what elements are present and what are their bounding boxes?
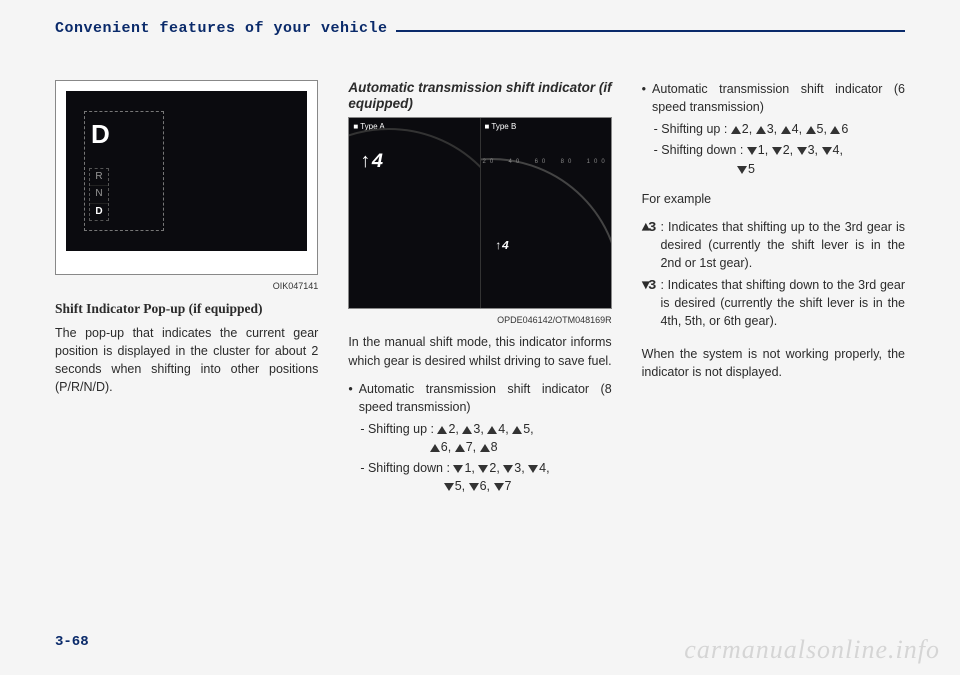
figure-caption: OPDE046142/OTM048169R	[348, 314, 611, 327]
bullet-text: Automatic transmission shift indicator (…	[359, 380, 612, 416]
type-b-label: ■ Type B	[485, 121, 517, 133]
triangle-down-icon	[444, 483, 454, 491]
triangle-down-icon	[528, 465, 538, 473]
bullet-6speed: • Automatic transmission shift indicator…	[642, 80, 905, 116]
triangle-down-icon	[453, 465, 463, 473]
triangle-up-icon	[781, 126, 791, 134]
figure-auto-shift: ■ Type A ↑4 ■ Type B 20 40 60 80 100	[348, 117, 611, 309]
shifting-down-8: - Shifting down : 1, 2, 3, 4, 5, 6, 7	[348, 459, 611, 495]
triangle-down-icon	[772, 147, 782, 155]
triangle-up-icon	[430, 444, 440, 452]
example-text: : Indicates that shifting down to the 3r…	[660, 276, 905, 330]
triangle-up-icon	[512, 426, 522, 434]
example-down: ▼3 : Indicates that shifting down to the…	[642, 276, 905, 330]
page-number: 3-68	[55, 634, 89, 650]
paragraph: The pop-up that indicates the current ge…	[55, 324, 318, 397]
prnd-item: D	[90, 204, 108, 221]
figure-split: ■ Type A ↑4 ■ Type B 20 40 60 80 100	[349, 118, 610, 308]
closing-paragraph: When the system is not working properly,…	[642, 345, 905, 381]
example-up: ▲3 : Indicates that shifting up to the 3…	[642, 218, 905, 272]
triangle-up-icon	[731, 126, 741, 134]
content-columns: D R N D OIK047141 Shift Indicator Pop-up…	[55, 80, 905, 615]
figure-shift-popup: D R N D	[55, 80, 318, 275]
triangle-down-icon	[747, 147, 757, 155]
triangle-down-icon	[469, 483, 479, 491]
triangle-down-icon	[478, 465, 488, 473]
prnd-item: R	[90, 169, 108, 187]
current-gear-letter: D	[91, 116, 159, 154]
triangle-up-icon	[437, 426, 447, 434]
figure-caption: OIK047141	[55, 280, 318, 293]
triangle-down-icon	[797, 147, 807, 155]
triangle-down-icon	[503, 465, 513, 473]
column-1: D R N D OIK047141 Shift Indicator Pop-up…	[55, 80, 318, 615]
example-text: : Indicates that shifting up to the 3rd …	[660, 218, 905, 272]
shifting-up-8: - Shifting up : 2, 3, 4, 5, 6, 7, 8	[348, 420, 611, 456]
for-example-label: For example	[642, 190, 905, 208]
triangle-up-icon	[830, 126, 840, 134]
shifting-up-6: - Shifting up : 2, 3, 4, 5, 6	[642, 120, 905, 138]
figure-type-b: ■ Type B 20 40 60 80 100 ↑4	[481, 118, 611, 308]
triangle-down-icon	[494, 483, 504, 491]
figure-type-a: ■ Type A ↑4	[349, 118, 480, 308]
triangle-down-icon	[737, 166, 747, 174]
bullet-dot: •	[348, 380, 352, 416]
prnd-box: D R N D	[84, 111, 164, 231]
watermark: carmanualsonline.info	[684, 635, 940, 665]
paragraph: In the manual shift mode, this indicator…	[348, 333, 611, 369]
triangle-up-icon	[487, 426, 497, 434]
gear-up-3-icon: ▲3	[642, 218, 655, 272]
manual-page: Convenient features of your vehicle D R …	[0, 0, 960, 675]
shifting-down-6: - Shifting down : 1, 2, 3, 4, 5	[642, 141, 905, 177]
triangle-up-icon	[756, 126, 766, 134]
prnd-list: R N D	[89, 168, 109, 222]
column-3: • Automatic transmission shift indicator…	[642, 80, 905, 615]
speedometer-numbers: 20 40 60 80 100	[481, 158, 611, 167]
triangle-up-icon	[462, 426, 472, 434]
triangle-down-icon	[822, 147, 832, 155]
triangle-up-icon	[455, 444, 465, 452]
figure-shift-popup-screen: D R N D	[66, 91, 307, 251]
triangle-up-icon	[480, 444, 490, 452]
prnd-item: N	[90, 186, 108, 204]
bullet-text: Automatic transmission shift indicator (…	[652, 80, 905, 116]
bullet-8speed: • Automatic transmission shift indicator…	[348, 380, 611, 416]
gear-indicator-b: ↑4	[495, 238, 509, 255]
page-header-title: Convenient features of your vehicle	[55, 20, 396, 37]
dash-arc	[349, 128, 480, 308]
bullet-dot: •	[642, 80, 646, 116]
triangle-up-icon	[806, 126, 816, 134]
section-title-auto-shift: Automatic transmission shift indicator (…	[348, 80, 611, 112]
column-2: Automatic transmission shift indicator (…	[348, 80, 611, 615]
section-title-shift-popup: Shift Indicator Pop-up (if equipped)	[55, 299, 318, 319]
dash-arc	[481, 158, 611, 308]
gear-down-3-icon: ▼3	[642, 276, 655, 330]
